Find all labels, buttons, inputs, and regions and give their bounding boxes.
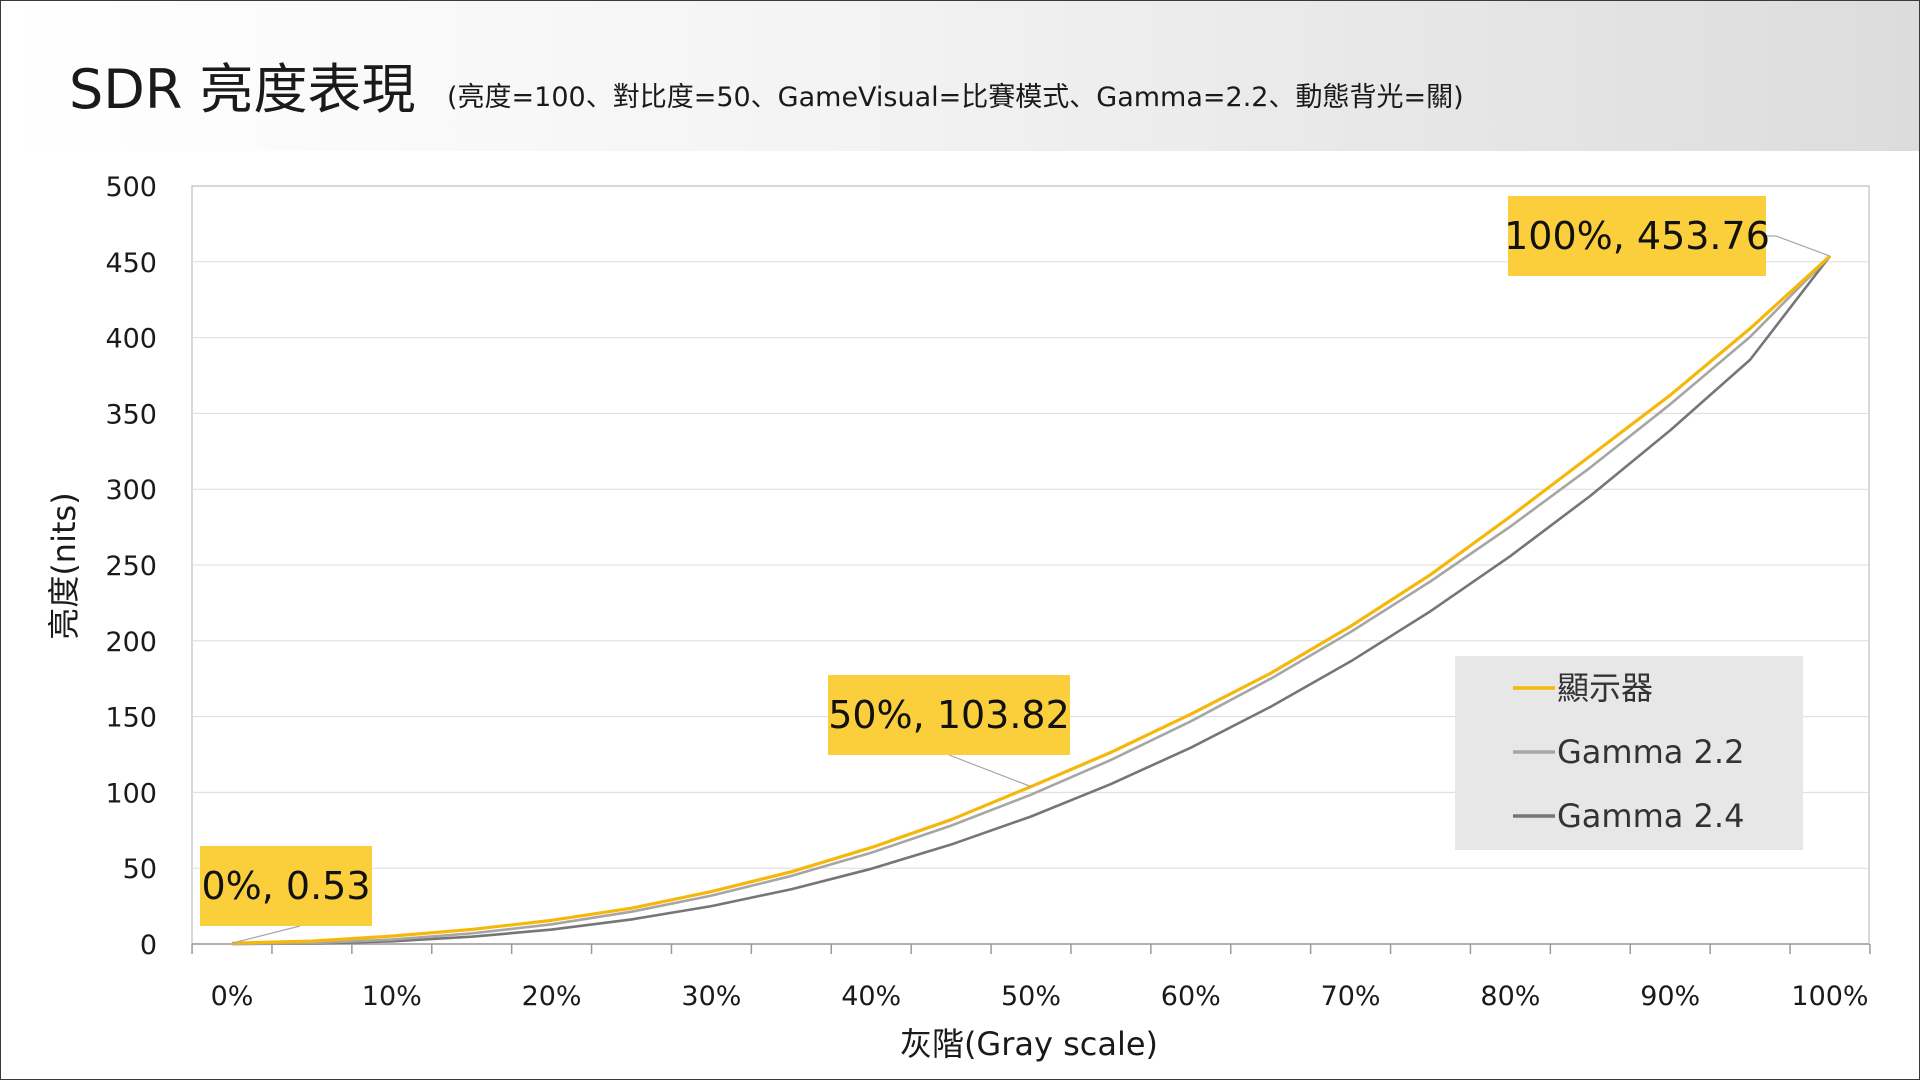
y-tick-label-250: 250 [105, 551, 157, 582]
series-line-gamma-2-2 [231, 255, 1831, 946]
legend: 顯示器 Gamma 2.2 Gamma 2.4 [1455, 656, 1803, 850]
x-tick-label-100%: 100% [1791, 981, 1868, 1012]
x-tick-label-20%: 20% [522, 981, 582, 1012]
data-label-text: 100%, 453.76 [1504, 214, 1770, 258]
x-tick-label-90%: 90% [1640, 981, 1700, 1012]
leader-line [231, 925, 301, 944]
data-label-0: 0%, 0.53 [200, 846, 372, 926]
annotation-leaders [231, 235, 1831, 944]
y-tick-label-150: 150 [105, 703, 157, 734]
y-tick-label-500: 500 [105, 172, 157, 203]
y-tick-label-300: 300 [105, 475, 157, 506]
x-tick-label-80%: 80% [1480, 981, 1540, 1012]
y-axis-title: 亮度(nits) [45, 492, 83, 639]
x-tick-label-40%: 40% [841, 981, 901, 1012]
x-tick-label-0%: 0% [211, 981, 254, 1012]
series-line-gamma-2-4 [231, 255, 1832, 946]
leader-line [948, 754, 1032, 788]
leader-line [1766, 235, 1831, 257]
data-label-box [828, 675, 1070, 755]
data-label-2: 100%, 453.76 [1504, 196, 1770, 276]
data-label-box [200, 846, 372, 926]
data-label-text: 50%, 103.82 [828, 693, 1070, 737]
y-tick-label-350: 350 [105, 399, 157, 430]
x-tick-label-10%: 10% [362, 981, 422, 1012]
y-tick-label-0: 0 [140, 930, 157, 961]
y-tick-label-200: 200 [105, 627, 157, 658]
page-subtitle: (亮度=100、對比度=50、GameVisual=比賽模式、Gamma=2.2… [447, 82, 1464, 113]
data-label-box [1508, 196, 1766, 276]
x-tick-label-50%: 50% [1001, 981, 1061, 1012]
x-tick-label-30%: 30% [681, 981, 741, 1012]
data-labels: 0%, 0.53 50%, 103.82 100%, 453.76 [200, 196, 1770, 926]
y-tick-label-50: 50 [123, 854, 157, 885]
x-tick-label-70%: 70% [1321, 981, 1381, 1012]
page-title: SDR 亮度表現 [69, 58, 416, 121]
header-band: SDR 亮度表現 (亮度=100、對比度=50、GameVisual=比賽模式、… [1, 1, 1919, 151]
x-tick-label-60%: 60% [1161, 981, 1221, 1012]
data-label-1: 50%, 103.82 [828, 675, 1070, 755]
legend-label-1: Gamma 2.2 [1557, 733, 1744, 771]
y-tick-label-100: 100 [105, 778, 157, 809]
data-label-text: 0%, 0.53 [201, 864, 370, 908]
legend-label-0: 顯示器 [1557, 669, 1653, 707]
x-axis-title: 灰階(Gray scale) [900, 1025, 1158, 1063]
y-tick-label-450: 450 [105, 248, 157, 279]
y-tick-label-400: 400 [105, 324, 157, 355]
legend-label-2: Gamma 2.4 [1557, 797, 1744, 835]
axes: 0 50 100 150 200 250 300 350 400 450 500 0% 10% 20% 30… [105, 172, 1871, 1012]
